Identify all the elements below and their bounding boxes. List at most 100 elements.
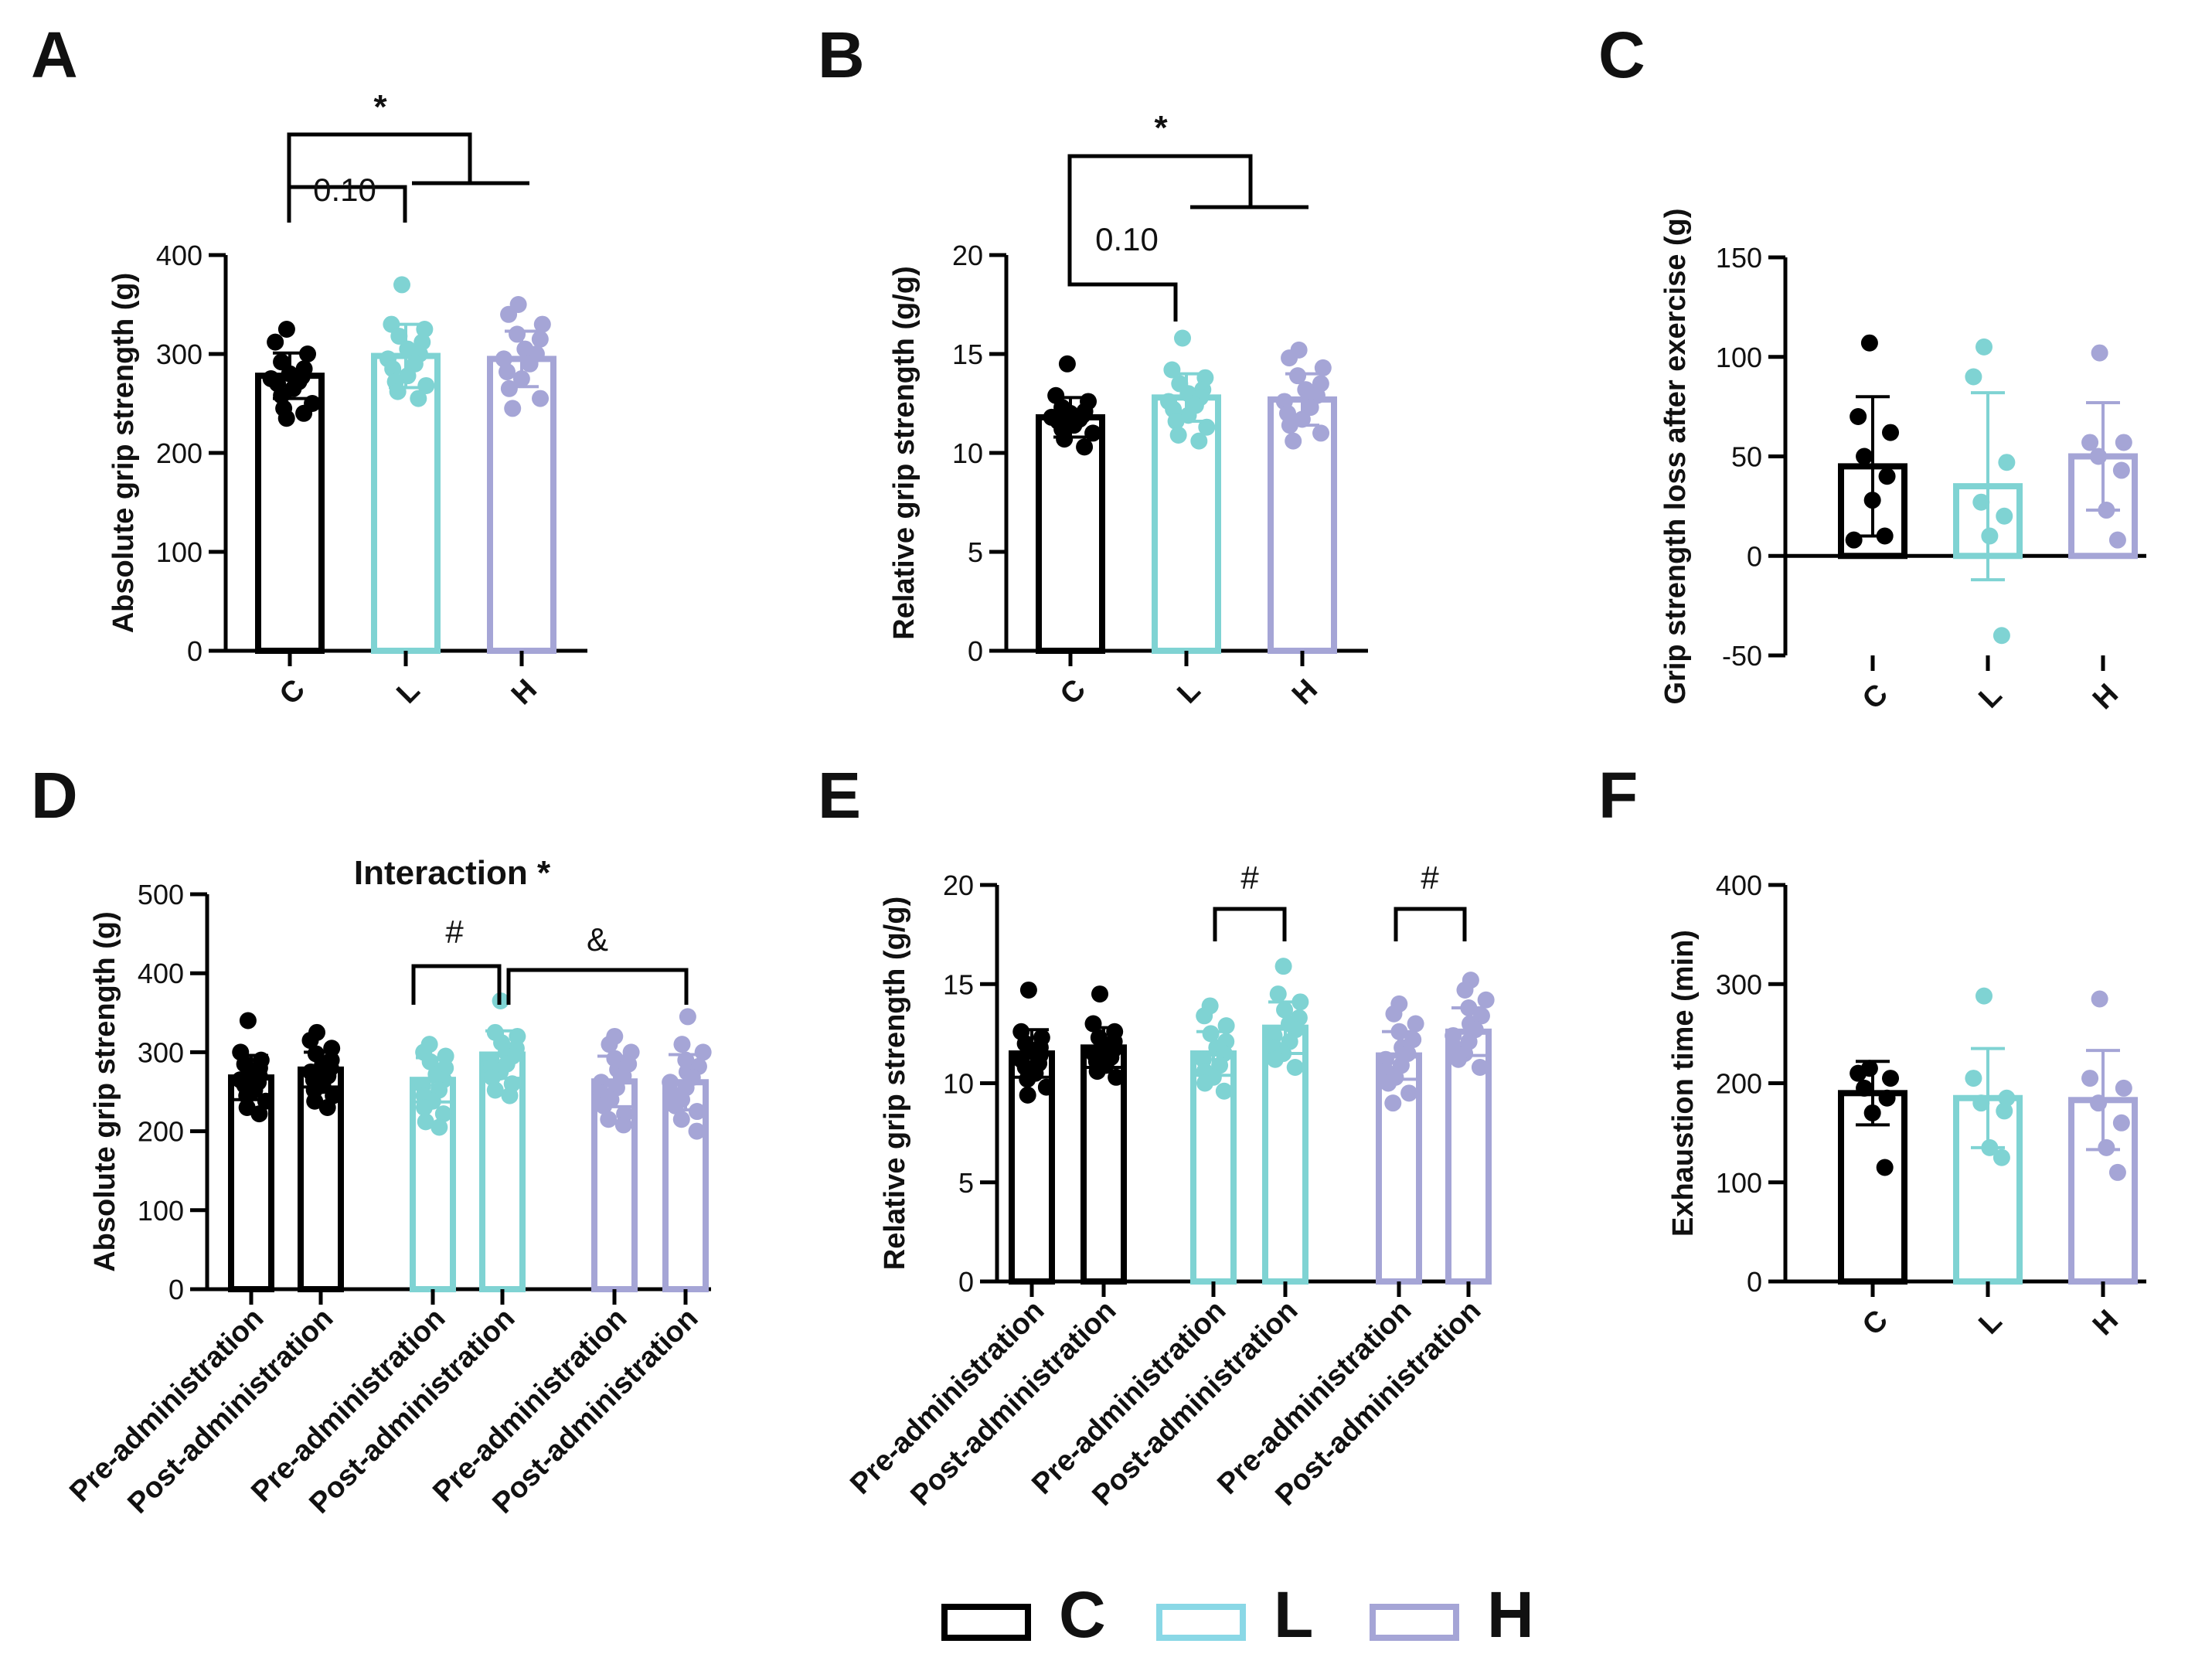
panel-c-data-point (1993, 627, 2010, 645)
panel-c-y-tick-label: -50 (1722, 640, 1762, 672)
panel-a-data-point (390, 327, 408, 345)
panel-d-data-point (688, 1122, 706, 1140)
panel-b-x-tick-label: L (1171, 674, 1206, 710)
panel-e-y-tick-label: 10 (943, 1068, 974, 1100)
panel-e-data-point (1449, 1050, 1467, 1068)
panel-f-x-tick-label: L (1972, 1305, 2008, 1340)
panel-a-annotation-star: * (373, 88, 387, 126)
panel-e-y-tick-label: 0 (958, 1266, 974, 1298)
panel-f-data-point (2081, 1070, 2099, 1087)
panel-e-data-point (1088, 1063, 1106, 1081)
panel-c-y-tick-label: 0 (1747, 540, 1762, 572)
panel-e-annotation-hash-l: # (1240, 859, 1259, 896)
panel-d-data-point (421, 1053, 439, 1070)
legend-label-h: H (1487, 1578, 1534, 1650)
panel-a-data-point (277, 410, 295, 427)
panel-c-data-point (2090, 448, 2108, 465)
panel-e-data-point (1196, 1007, 1213, 1025)
panel-e-y-tick-label: 5 (958, 1167, 974, 1199)
panel-c-x-tick-label: L (1972, 679, 2008, 714)
panel-c-data-point (1996, 507, 2013, 525)
panel-a-data-point (512, 370, 530, 387)
panel-a-data-point (267, 333, 284, 351)
panel-d-data-point (250, 1105, 268, 1123)
panel-b-letter: B (818, 19, 865, 91)
panel-e-data-point (1091, 985, 1109, 1003)
panel-b-annotation-star: * (1154, 109, 1168, 147)
panel-f-y-tick-label: 300 (1716, 968, 1762, 1000)
legend-swatch-c (941, 1604, 1031, 1641)
panel-c-data-point (1998, 454, 2016, 471)
panel-b-x-tick-label: C (1054, 673, 1092, 711)
panel-e-bracket-hash-l (1213, 907, 1287, 941)
legend-swatch-h (1370, 1604, 1459, 1641)
panel-f-data-point (1850, 1064, 1867, 1082)
panel-a-data-point (500, 379, 518, 397)
panel-d-annotation-amp: & (587, 921, 608, 958)
panel-b-data-point (1302, 399, 1319, 417)
panel-f-data-point (1878, 1089, 1896, 1107)
panel-a-data-point (504, 400, 522, 417)
legend-label-c: C (1059, 1578, 1106, 1650)
panel-d-data-point (437, 1047, 454, 1065)
panel-e-data-point (1269, 985, 1287, 1003)
panel-a-bracket-star (287, 132, 472, 223)
panel-f-data-point (1876, 1159, 1894, 1176)
panel-b-y-tick-label: 20 (952, 240, 983, 271)
panel-b-data-point (1174, 329, 1192, 347)
panel-f-data-point (1981, 1138, 1999, 1156)
panel-b-data-point (1076, 438, 1094, 456)
panel-a-letter: A (31, 19, 78, 91)
panel-a-y-tick-label: 300 (156, 339, 202, 370)
panel-b-data-point (1198, 418, 1216, 436)
panel-d-data-point (688, 1103, 706, 1121)
panel-b-y-tick-label: 10 (952, 437, 983, 469)
panel-f-y-tick-label: 400 (1716, 870, 1762, 901)
panel-d-annotation-hash: # (445, 914, 464, 950)
panel-d-data-point (238, 1087, 256, 1104)
panel-a-y-tick-label: 200 (156, 437, 202, 469)
panel-c-y-label: Grip strength loss after exercise (g) (1659, 209, 1692, 705)
panel-b-data-point (1084, 424, 1102, 442)
panel-f-data-point (2090, 1094, 2108, 1112)
panel-e-data-point (1477, 991, 1495, 1009)
panel-a-annotation-p: 0.10 (313, 172, 376, 208)
panel-d-y-tick-label: 400 (138, 958, 184, 989)
panel-f-x-tick-label: H (2087, 1304, 2125, 1342)
panel-a-data-point (521, 355, 539, 373)
panel-d-data-point (601, 1036, 618, 1053)
panel-e-data-point (1019, 981, 1037, 999)
panel-c-data-point (1972, 493, 1990, 511)
panel-f-data-point (1965, 1070, 1982, 1087)
panel-d-data-point (614, 1116, 632, 1134)
panel-c-x-tick-label: C (1856, 678, 1894, 716)
panel-e-data-point (1037, 1078, 1055, 1096)
panel-c-y-tick-label: 150 (1716, 242, 1762, 274)
panel-e-data-point (1400, 1084, 1418, 1102)
panel-c-data-point (2108, 531, 2126, 549)
panel-d-data-point (417, 1113, 434, 1131)
panel-e-y-tick-label: 15 (943, 968, 974, 1000)
panel-d-y-tick-label: 200 (138, 1116, 184, 1148)
panel-a-data-point (499, 363, 516, 381)
panel-e-data-point (1202, 1025, 1220, 1043)
panel-d-data-point (694, 1043, 712, 1061)
panel-e-data-point (1380, 1074, 1397, 1092)
panel-c-letter: C (1598, 19, 1645, 91)
panel-e-data-point (1108, 1068, 1125, 1086)
legend-swatch-l (1156, 1604, 1246, 1641)
panel-c-data-point (1845, 531, 1863, 549)
panel-d-data-point (666, 1097, 684, 1115)
panel-e-annotation-hash-h: # (1421, 859, 1439, 896)
panel-c-data-point (2098, 502, 2115, 519)
panel-f-y-tick-label: 100 (1716, 1167, 1762, 1199)
panel-b-y-tick-label: 5 (968, 536, 983, 568)
panel-f-data-point (1856, 1079, 1873, 1097)
panel-d-data-point (415, 1098, 433, 1116)
panel-d-data-point (501, 1087, 519, 1104)
panel-e-data-point (1377, 1050, 1394, 1068)
panel-a-y-tick-label: 100 (156, 536, 202, 568)
panel-e-y-label: Relative grip strength (g/g) (879, 897, 911, 1270)
panel-a-data-point (416, 321, 434, 338)
